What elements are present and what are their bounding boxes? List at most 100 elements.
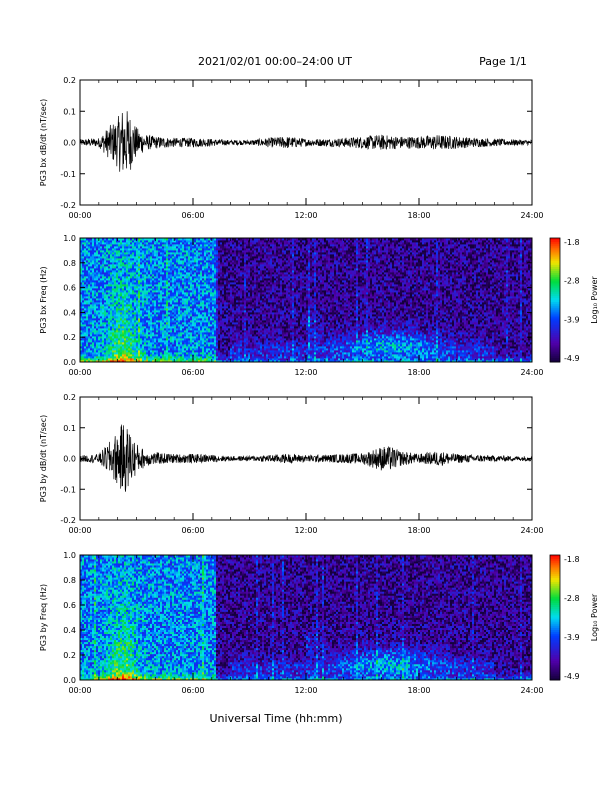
spectrogram-cell [110, 246, 113, 249]
spectrogram-cell [116, 338, 119, 341]
spectrogram-cell [92, 290, 95, 293]
spectrogram-cell [106, 298, 109, 301]
spectrogram-cell [110, 266, 113, 269]
spectrogram-cell [86, 254, 89, 257]
spectrogram-cell [102, 250, 105, 253]
spectrogram-cell [114, 318, 117, 321]
spectrogram-cell [100, 360, 103, 363]
spectrogram-cell [96, 294, 99, 297]
spectrogram-cell [88, 242, 91, 245]
spectrogram-cell [98, 302, 101, 305]
spectrogram-cell [92, 316, 95, 319]
spectrogram-cell [116, 274, 119, 277]
spectrogram-cell [96, 300, 99, 303]
spectrogram-cell [98, 340, 101, 343]
spectrogram-cell [84, 312, 87, 315]
spectrogram-cell [116, 252, 119, 255]
spectrogram-cell [96, 290, 99, 293]
spectrogram-cell [92, 300, 95, 303]
spectrogram-cell [116, 258, 119, 261]
spectrogram-cell [102, 318, 105, 321]
spectrogram-cell [82, 348, 85, 351]
spectrogram-cell [112, 354, 115, 357]
spectrogram-cell [98, 278, 101, 281]
spectrogram-cell [86, 308, 89, 311]
spectrogram-cell [96, 338, 99, 341]
spectrogram-cell [82, 252, 85, 255]
spectrogram-cell [102, 256, 105, 259]
spectrogram-cell [114, 338, 117, 341]
spectrogram-cell [114, 346, 117, 349]
spectrogram-cell [114, 270, 117, 273]
spectrogram-cell [96, 282, 99, 285]
spectrogram-cell [82, 342, 85, 345]
spectrogram-cell [108, 292, 111, 295]
spectrogram-cell [108, 348, 111, 351]
spectrogram-cell [104, 324, 107, 327]
spectrogram-cell [98, 354, 101, 357]
spectrogram-cell [116, 348, 119, 351]
spectrogram-cell [114, 260, 117, 263]
spectrogram-cell [102, 310, 105, 313]
spectrogram-cell [110, 356, 113, 359]
spectrogram-cell [94, 354, 97, 357]
spectrogram-cell [106, 316, 109, 319]
spectrogram-cell [108, 274, 111, 277]
spectrogram-cell [96, 350, 99, 353]
spectrogram-cell [100, 252, 103, 255]
spectrogram-cell [104, 294, 107, 297]
spectrogram-cell [112, 240, 115, 243]
spectrogram-cell [106, 250, 109, 253]
spectrogram-cell [110, 276, 113, 279]
spectrogram-cell [96, 272, 99, 275]
spectrogram-cell [84, 288, 87, 291]
spectrogram-cell [112, 350, 115, 353]
spectrogram-cell [116, 288, 119, 291]
spectrogram-cell [102, 350, 105, 353]
spectrogram-cell [94, 276, 97, 279]
spectrogram-cell [108, 264, 111, 267]
spectrogram-cell [86, 296, 89, 299]
spectrogram-cell [80, 302, 83, 305]
spectrogram-cell [108, 284, 111, 287]
spectrogram-cell [96, 292, 99, 295]
spectrogram-cell [92, 308, 95, 311]
spectrogram-cell [102, 308, 105, 311]
spectrogram-cell [98, 312, 101, 315]
spectrogram-cell [104, 284, 107, 287]
spectrogram-cell [100, 266, 103, 269]
spectrogram-cell [114, 262, 117, 265]
spectrogram-cell [116, 314, 119, 317]
spectrogram-cell [86, 336, 89, 339]
spectrogram-cell [82, 352, 85, 355]
spectrogram-cell [112, 312, 115, 315]
spectrogram-cell [114, 274, 117, 277]
spectrogram-cell [104, 350, 107, 353]
spectrogram-cell [116, 320, 119, 323]
spectrogram-cell [80, 318, 83, 321]
spectrogram-cell [112, 320, 115, 323]
spectrogram-cell [90, 360, 93, 363]
spectrogram-cell [104, 340, 107, 343]
spectrogram-cell [108, 258, 111, 261]
spectrogram-cell [100, 352, 103, 355]
spectrogram-cell [96, 262, 99, 265]
spectrogram-cell [94, 294, 97, 297]
spectrogram-cell [90, 302, 93, 305]
spectrogram-cell [110, 242, 113, 245]
spectrogram-cell [88, 278, 91, 281]
spectrogram-cell [88, 360, 91, 363]
spectrogram-cell [100, 332, 103, 335]
spectrogram-cell [86, 276, 89, 279]
spectrogram-cell [116, 332, 119, 335]
spectrogram-cell [110, 258, 113, 261]
spectrogram-cell [114, 286, 117, 289]
spectrogram-cell [104, 328, 107, 331]
spectrogram-cell [106, 314, 109, 317]
spectrogram-cell [112, 254, 115, 257]
spectrogram-cell [110, 354, 113, 357]
spectrogram-cell [92, 268, 95, 271]
spectrogram-cell [90, 296, 93, 299]
spectrogram-cell [108, 294, 111, 297]
spectrogram-cell [114, 288, 117, 291]
